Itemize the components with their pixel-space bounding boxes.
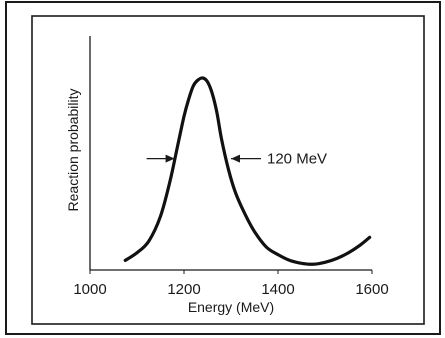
outer-frame (5, 1, 441, 335)
inner-frame (31, 15, 425, 325)
right-arrowhead-icon (231, 154, 240, 163)
resonance-curve (123, 76, 372, 266)
x-tick-label: 1000 (73, 281, 106, 298)
curve-layer (123, 76, 372, 266)
width-label: 120 MeV (267, 151, 327, 168)
x-axis-title: Energy (MeV) (188, 299, 274, 315)
x-tick-label: 1400 (261, 281, 294, 298)
axes (89, 36, 373, 274)
x-tick-label: 1200 (167, 281, 200, 298)
width-marker: 120 MeV (146, 151, 327, 168)
x-tick-labels: 1000 1200 1400 1600 (73, 281, 388, 298)
y-axis-title: Reaction probability (65, 89, 81, 212)
x-tick-label: 1600 (355, 281, 388, 298)
left-arrowhead-icon (165, 154, 175, 163)
